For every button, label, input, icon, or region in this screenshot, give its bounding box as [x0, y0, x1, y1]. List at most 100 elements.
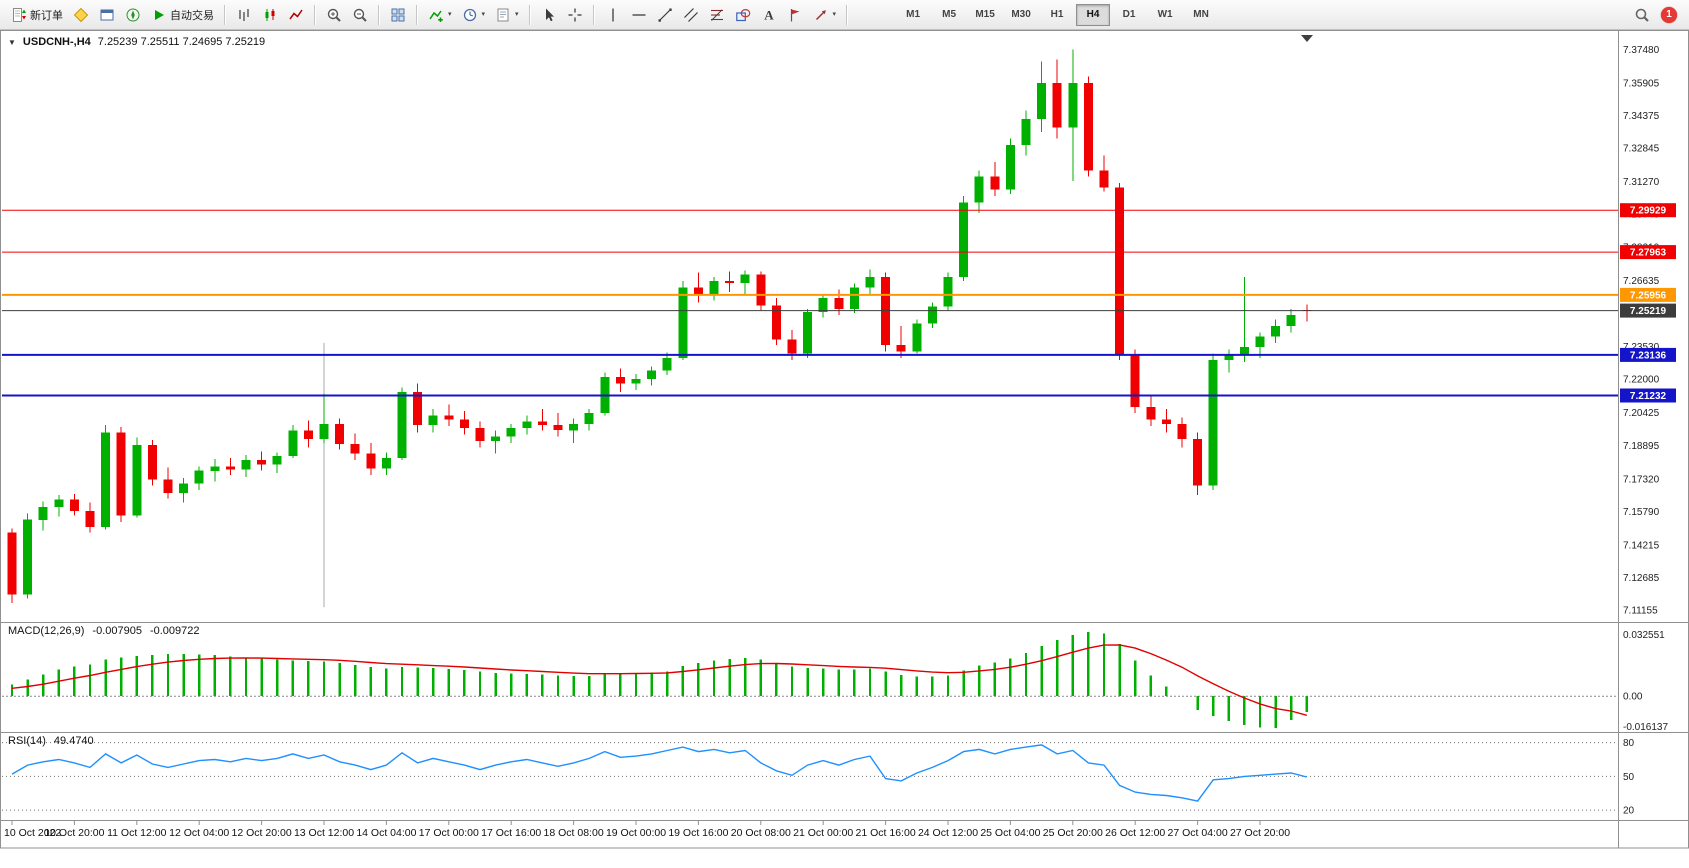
chevron-down-icon: ▾: [515, 11, 519, 18]
zoom-out-icon: [352, 7, 368, 23]
vertical-line-icon: [605, 7, 621, 23]
chevron-down-icon: ▾: [448, 11, 452, 18]
zoom-in-button[interactable]: [321, 3, 347, 27]
svg-text:20: 20: [1623, 806, 1635, 817]
timeframe-button-m30[interactable]: M30: [1011, 9, 1031, 20]
line-chart-icon: [288, 7, 304, 23]
vertical-line-button[interactable]: [600, 3, 626, 27]
notification-badge[interactable]: 1: [1661, 6, 1677, 23]
tile-windows-icon: [390, 7, 406, 23]
svg-text:7.25956: 7.25956: [1630, 290, 1667, 301]
trendline-button[interactable]: [652, 3, 678, 27]
toolbar-separator: [416, 4, 418, 25]
search-button[interactable]: [1629, 3, 1655, 27]
timeframe-button-m5[interactable]: M5: [942, 9, 957, 20]
svg-text:7.14215: 7.14215: [1623, 541, 1660, 552]
horizontal-line-button[interactable]: [626, 3, 652, 27]
toolbar-group-timeframes: M1 M5 M15 M30 H1 H4 D1 W1 MN: [895, 3, 1219, 26]
rsi-line: [11, 744, 1307, 802]
svg-text:7.23136: 7.23136: [1630, 350, 1667, 361]
svg-text:7.12685: 7.12685: [1623, 573, 1660, 584]
fibonacci-button[interactable]: [704, 3, 730, 27]
crosshair-icon: [567, 7, 583, 23]
channel-button[interactable]: [678, 3, 704, 27]
horizontal-line-icon: [631, 7, 647, 23]
metaeditor-button[interactable]: [68, 3, 94, 27]
svg-text:0.00: 0.00: [1623, 692, 1643, 703]
svg-text:7.22000: 7.22000: [1623, 375, 1660, 386]
svg-text:25 Oct 20:00: 25 Oct 20:00: [1043, 827, 1103, 839]
indicators-button[interactable]: ▾: [423, 3, 457, 27]
new-order-button[interactable]: 新订单: [6, 3, 68, 27]
collapse-quotes-icon[interactable]: ▼: [8, 37, 16, 47]
rsi-value: 49.4740: [53, 735, 94, 747]
svg-text:7.20425: 7.20425: [1623, 408, 1660, 419]
autotrading-icon: [151, 7, 167, 23]
toolbar-group-drawing: A ▾: [600, 3, 842, 27]
periods-icon: [462, 7, 478, 23]
candlestick-chart-button[interactable]: [257, 3, 283, 27]
new-order-icon: [11, 7, 27, 23]
svg-text:A: A: [764, 7, 774, 22]
svg-text:12 Oct 04:00: 12 Oct 04:00: [169, 827, 229, 839]
timeframe-button-h1[interactable]: H1: [1050, 9, 1064, 20]
label-icon: [787, 7, 803, 23]
macd-histogram: [10, 631, 1309, 728]
trendline-icon: [657, 7, 673, 23]
toolbar-group-chart-type: [231, 3, 309, 27]
autotrading-button[interactable]: 自动交易: [146, 3, 219, 27]
data-window-icon: [99, 7, 115, 23]
label-button[interactable]: [782, 3, 808, 27]
shapes-button[interactable]: [730, 3, 756, 27]
candlestick-chart[interactable]: 7.374807.359057.343757.328457.312707.297…: [0, 30, 1689, 868]
fibonacci-icon: [709, 7, 725, 23]
timeframe-button-mn[interactable]: MN: [1193, 9, 1209, 20]
bars-chart-icon: [236, 7, 252, 23]
toolbar-group-trade: 新订单 自动交易: [6, 3, 219, 27]
chevron-down-icon: ▾: [481, 11, 486, 18]
timeframe-button-m1[interactable]: M1: [906, 9, 921, 20]
toolbar: 新订单 自动交易 ▾ ▾ ▾ A ▾ M1 M5 M15 M30 H1 H4 D1 W1 MN 1: [0, 0, 1689, 30]
toolbar-groups: 新订单 自动交易 ▾ ▾ ▾ A ▾ M1 M5 M15 M30 H1 H4 D1 W1 MN: [6, 3, 1219, 27]
svg-text:25 Oct 04:00: 25 Oct 04:00: [980, 827, 1040, 839]
toolbar-separator: [314, 4, 316, 25]
tile-windows-button[interactable]: [385, 3, 411, 27]
chevron-down-icon: ▾: [832, 11, 837, 18]
svg-text:7.21232: 7.21232: [1630, 391, 1667, 402]
timeframe-button-h4[interactable]: H4: [1076, 3, 1111, 26]
macd-signal-line: [11, 644, 1307, 716]
svg-text:7.17320: 7.17320: [1623, 474, 1660, 485]
cursor-button[interactable]: [536, 3, 562, 27]
text-button[interactable]: A: [756, 3, 782, 27]
svg-text:7.11155: 7.11155: [1623, 606, 1658, 617]
svg-text:17 Oct 00:00: 17 Oct 00:00: [419, 827, 479, 839]
svg-text:7.25219: 7.25219: [1630, 306, 1667, 317]
periods-button[interactable]: ▾: [457, 3, 491, 27]
shapes-icon: [735, 7, 751, 23]
toolbar-right: 1: [1629, 3, 1677, 27]
chart-ohlc-values: 7.25239 7.25511 7.24695 7.25219: [97, 36, 266, 48]
timeframe-button-d1[interactable]: D1: [1122, 9, 1136, 20]
svg-text:10 Oct 2022: 10 Oct 2022: [4, 827, 61, 839]
svg-text:12 Oct 20:00: 12 Oct 20:00: [232, 827, 292, 839]
timeframe-button-m15[interactable]: M15: [975, 9, 995, 20]
zoom-out-button[interactable]: [347, 3, 373, 27]
svg-text:19 Oct 00:00: 19 Oct 00:00: [606, 827, 666, 839]
svg-text:7.27963: 7.27963: [1630, 248, 1667, 259]
data-window-button[interactable]: [94, 3, 120, 27]
arrows-button[interactable]: ▾: [808, 3, 842, 27]
svg-text:-0.016137: -0.016137: [1623, 722, 1668, 733]
svg-text:17 Oct 16:00: 17 Oct 16:00: [481, 827, 541, 839]
rsi-name: RSI(14): [8, 735, 46, 747]
chart-shift-marker: [1301, 35, 1313, 42]
line-chart-button[interactable]: [283, 3, 309, 27]
svg-text:24 Oct 12:00: 24 Oct 12:00: [918, 827, 978, 839]
toolbar-separator: [378, 4, 380, 25]
metaeditor-icon: [73, 7, 89, 23]
crosshair-button[interactable]: [562, 3, 588, 27]
timeframe-button-w1[interactable]: W1: [1157, 9, 1173, 20]
bars-chart-button[interactable]: [231, 3, 257, 27]
templates-button[interactable]: ▾: [490, 3, 524, 27]
navigator-button[interactable]: [120, 3, 146, 27]
svg-text:7.37480: 7.37480: [1623, 45, 1660, 56]
